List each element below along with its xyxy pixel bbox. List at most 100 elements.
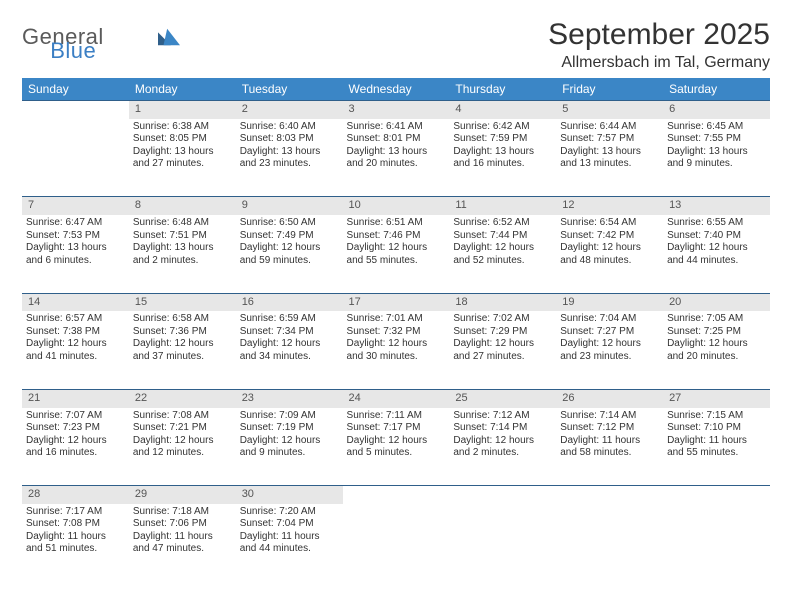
day-cell: Sunrise: 7:02 AMSunset: 7:29 PMDaylight:… xyxy=(449,311,556,389)
day-cell: Sunrise: 6:54 AMSunset: 7:42 PMDaylight:… xyxy=(556,215,663,293)
day-info-line: Sunset: 7:36 PM xyxy=(133,326,232,339)
day-cell: Sunrise: 6:50 AMSunset: 7:49 PMDaylight:… xyxy=(236,215,343,293)
day-number-cell: 5 xyxy=(556,101,663,119)
day-cell: Sunrise: 6:52 AMSunset: 7:44 PMDaylight:… xyxy=(449,215,556,293)
day-info-line: Sunset: 7:29 PM xyxy=(453,326,552,339)
day-cell: Sunrise: 6:57 AMSunset: 7:38 PMDaylight:… xyxy=(22,311,129,389)
day-content-row: Sunrise: 7:07 AMSunset: 7:23 PMDaylight:… xyxy=(22,408,770,486)
day-info-line: and 20 minutes. xyxy=(667,351,766,364)
day-cell: Sunrise: 6:44 AMSunset: 7:57 PMDaylight:… xyxy=(556,119,663,197)
day-cell: Sunrise: 7:17 AMSunset: 7:08 PMDaylight:… xyxy=(22,504,129,582)
day-cell: Sunrise: 7:01 AMSunset: 7:32 PMDaylight:… xyxy=(343,311,450,389)
day-number-cell: 12 xyxy=(556,197,663,215)
day-number-cell: 19 xyxy=(556,293,663,311)
logo: General Blue xyxy=(22,24,180,50)
day-info-line: Daylight: 12 hours xyxy=(453,242,552,255)
day-info-line: Sunset: 7:08 PM xyxy=(26,518,125,531)
day-info-line: Daylight: 12 hours xyxy=(240,435,339,448)
day-number-cell: 28 xyxy=(22,486,129,504)
day-info-line: Sunrise: 7:02 AM xyxy=(453,313,552,326)
day-info-line: Daylight: 12 hours xyxy=(347,338,446,351)
day-info-line: Sunset: 7:17 PM xyxy=(347,422,446,435)
day-header: Saturday xyxy=(663,78,770,101)
day-info-line: Sunset: 7:06 PM xyxy=(133,518,232,531)
day-info-line: Sunrise: 6:48 AM xyxy=(133,217,232,230)
day-number-cell: 16 xyxy=(236,293,343,311)
day-info-line: Daylight: 12 hours xyxy=(26,435,125,448)
day-info-line: Daylight: 11 hours xyxy=(667,435,766,448)
day-number-cell: 11 xyxy=(449,197,556,215)
day-cell xyxy=(343,504,450,582)
day-info-line: Sunrise: 6:41 AM xyxy=(347,121,446,134)
day-header: Thursday xyxy=(449,78,556,101)
day-cell: Sunrise: 7:15 AMSunset: 7:10 PMDaylight:… xyxy=(663,408,770,486)
day-number-cell xyxy=(663,486,770,504)
day-info-line: and 20 minutes. xyxy=(347,158,446,171)
day-cell: Sunrise: 7:08 AMSunset: 7:21 PMDaylight:… xyxy=(129,408,236,486)
day-cell: Sunrise: 6:38 AMSunset: 8:05 PMDaylight:… xyxy=(129,119,236,197)
day-number-cell xyxy=(22,101,129,119)
day-cell: Sunrise: 6:42 AMSunset: 7:59 PMDaylight:… xyxy=(449,119,556,197)
day-number-cell: 23 xyxy=(236,389,343,407)
logo-text-blue: Blue xyxy=(50,38,96,63)
day-info-line: Sunrise: 6:59 AM xyxy=(240,313,339,326)
day-info-line: and 41 minutes. xyxy=(26,351,125,364)
day-cell: Sunrise: 7:14 AMSunset: 7:12 PMDaylight:… xyxy=(556,408,663,486)
day-info-line: Daylight: 13 hours xyxy=(26,242,125,255)
calendar-body: 123456Sunrise: 6:38 AMSunset: 8:05 PMDay… xyxy=(22,101,770,582)
day-info-line: and 13 minutes. xyxy=(560,158,659,171)
day-number-cell: 6 xyxy=(663,101,770,119)
day-info-line: Sunrise: 6:58 AM xyxy=(133,313,232,326)
day-info-line: Sunset: 7:49 PM xyxy=(240,230,339,243)
day-info-line: Sunrise: 7:15 AM xyxy=(667,410,766,423)
day-header: Friday xyxy=(556,78,663,101)
day-header: Sunday xyxy=(22,78,129,101)
day-info-line: and 16 minutes. xyxy=(26,447,125,460)
day-cell: Sunrise: 6:55 AMSunset: 7:40 PMDaylight:… xyxy=(663,215,770,293)
day-content-row: Sunrise: 6:47 AMSunset: 7:53 PMDaylight:… xyxy=(22,215,770,293)
day-cell: Sunrise: 7:05 AMSunset: 7:25 PMDaylight:… xyxy=(663,311,770,389)
day-number-cell: 14 xyxy=(22,293,129,311)
day-cell: Sunrise: 6:45 AMSunset: 7:55 PMDaylight:… xyxy=(663,119,770,197)
day-info-line: Sunset: 7:04 PM xyxy=(240,518,339,531)
day-info-line: Daylight: 13 hours xyxy=(240,146,339,159)
day-info-line: and 23 minutes. xyxy=(240,158,339,171)
day-info-line: Daylight: 12 hours xyxy=(453,435,552,448)
day-info-line: Daylight: 13 hours xyxy=(347,146,446,159)
day-number-cell: 26 xyxy=(556,389,663,407)
day-info-line: Sunrise: 6:40 AM xyxy=(240,121,339,134)
day-info-line: Sunset: 7:59 PM xyxy=(453,133,552,146)
day-cell: Sunrise: 7:11 AMSunset: 7:17 PMDaylight:… xyxy=(343,408,450,486)
day-number-row: 282930 xyxy=(22,486,770,504)
day-cell: Sunrise: 7:07 AMSunset: 7:23 PMDaylight:… xyxy=(22,408,129,486)
day-info-line: Sunrise: 6:51 AM xyxy=(347,217,446,230)
day-number-cell: 15 xyxy=(129,293,236,311)
day-cell: Sunrise: 6:58 AMSunset: 7:36 PMDaylight:… xyxy=(129,311,236,389)
day-info-line: Sunset: 7:40 PM xyxy=(667,230,766,243)
day-info-line: and 5 minutes. xyxy=(347,447,446,460)
logo-triangle-icon xyxy=(158,28,180,46)
day-info-line: and 30 minutes. xyxy=(347,351,446,364)
day-info-line: and 48 minutes. xyxy=(560,255,659,268)
day-number-row: 123456 xyxy=(22,101,770,119)
day-info-line: Daylight: 13 hours xyxy=(453,146,552,159)
day-info-line: Daylight: 12 hours xyxy=(560,242,659,255)
day-info-line: Daylight: 11 hours xyxy=(560,435,659,448)
day-info-line: Daylight: 13 hours xyxy=(133,242,232,255)
day-info-line: Sunset: 7:14 PM xyxy=(453,422,552,435)
day-info-line: and 27 minutes. xyxy=(133,158,232,171)
day-header: Monday xyxy=(129,78,236,101)
day-info-line: Sunset: 7:57 PM xyxy=(560,133,659,146)
day-info-line: and 9 minutes. xyxy=(667,158,766,171)
day-info-line: Daylight: 13 hours xyxy=(560,146,659,159)
day-info-line: Sunrise: 6:54 AM xyxy=(560,217,659,230)
day-info-line: Sunrise: 7:18 AM xyxy=(133,506,232,519)
day-info-line: Sunset: 7:21 PM xyxy=(133,422,232,435)
day-number-cell: 21 xyxy=(22,389,129,407)
day-number-cell: 8 xyxy=(129,197,236,215)
day-info-line: and 2 minutes. xyxy=(453,447,552,460)
day-info-line: Sunrise: 7:01 AM xyxy=(347,313,446,326)
day-cell xyxy=(556,504,663,582)
day-info-line: and 59 minutes. xyxy=(240,255,339,268)
day-number-cell: 10 xyxy=(343,197,450,215)
